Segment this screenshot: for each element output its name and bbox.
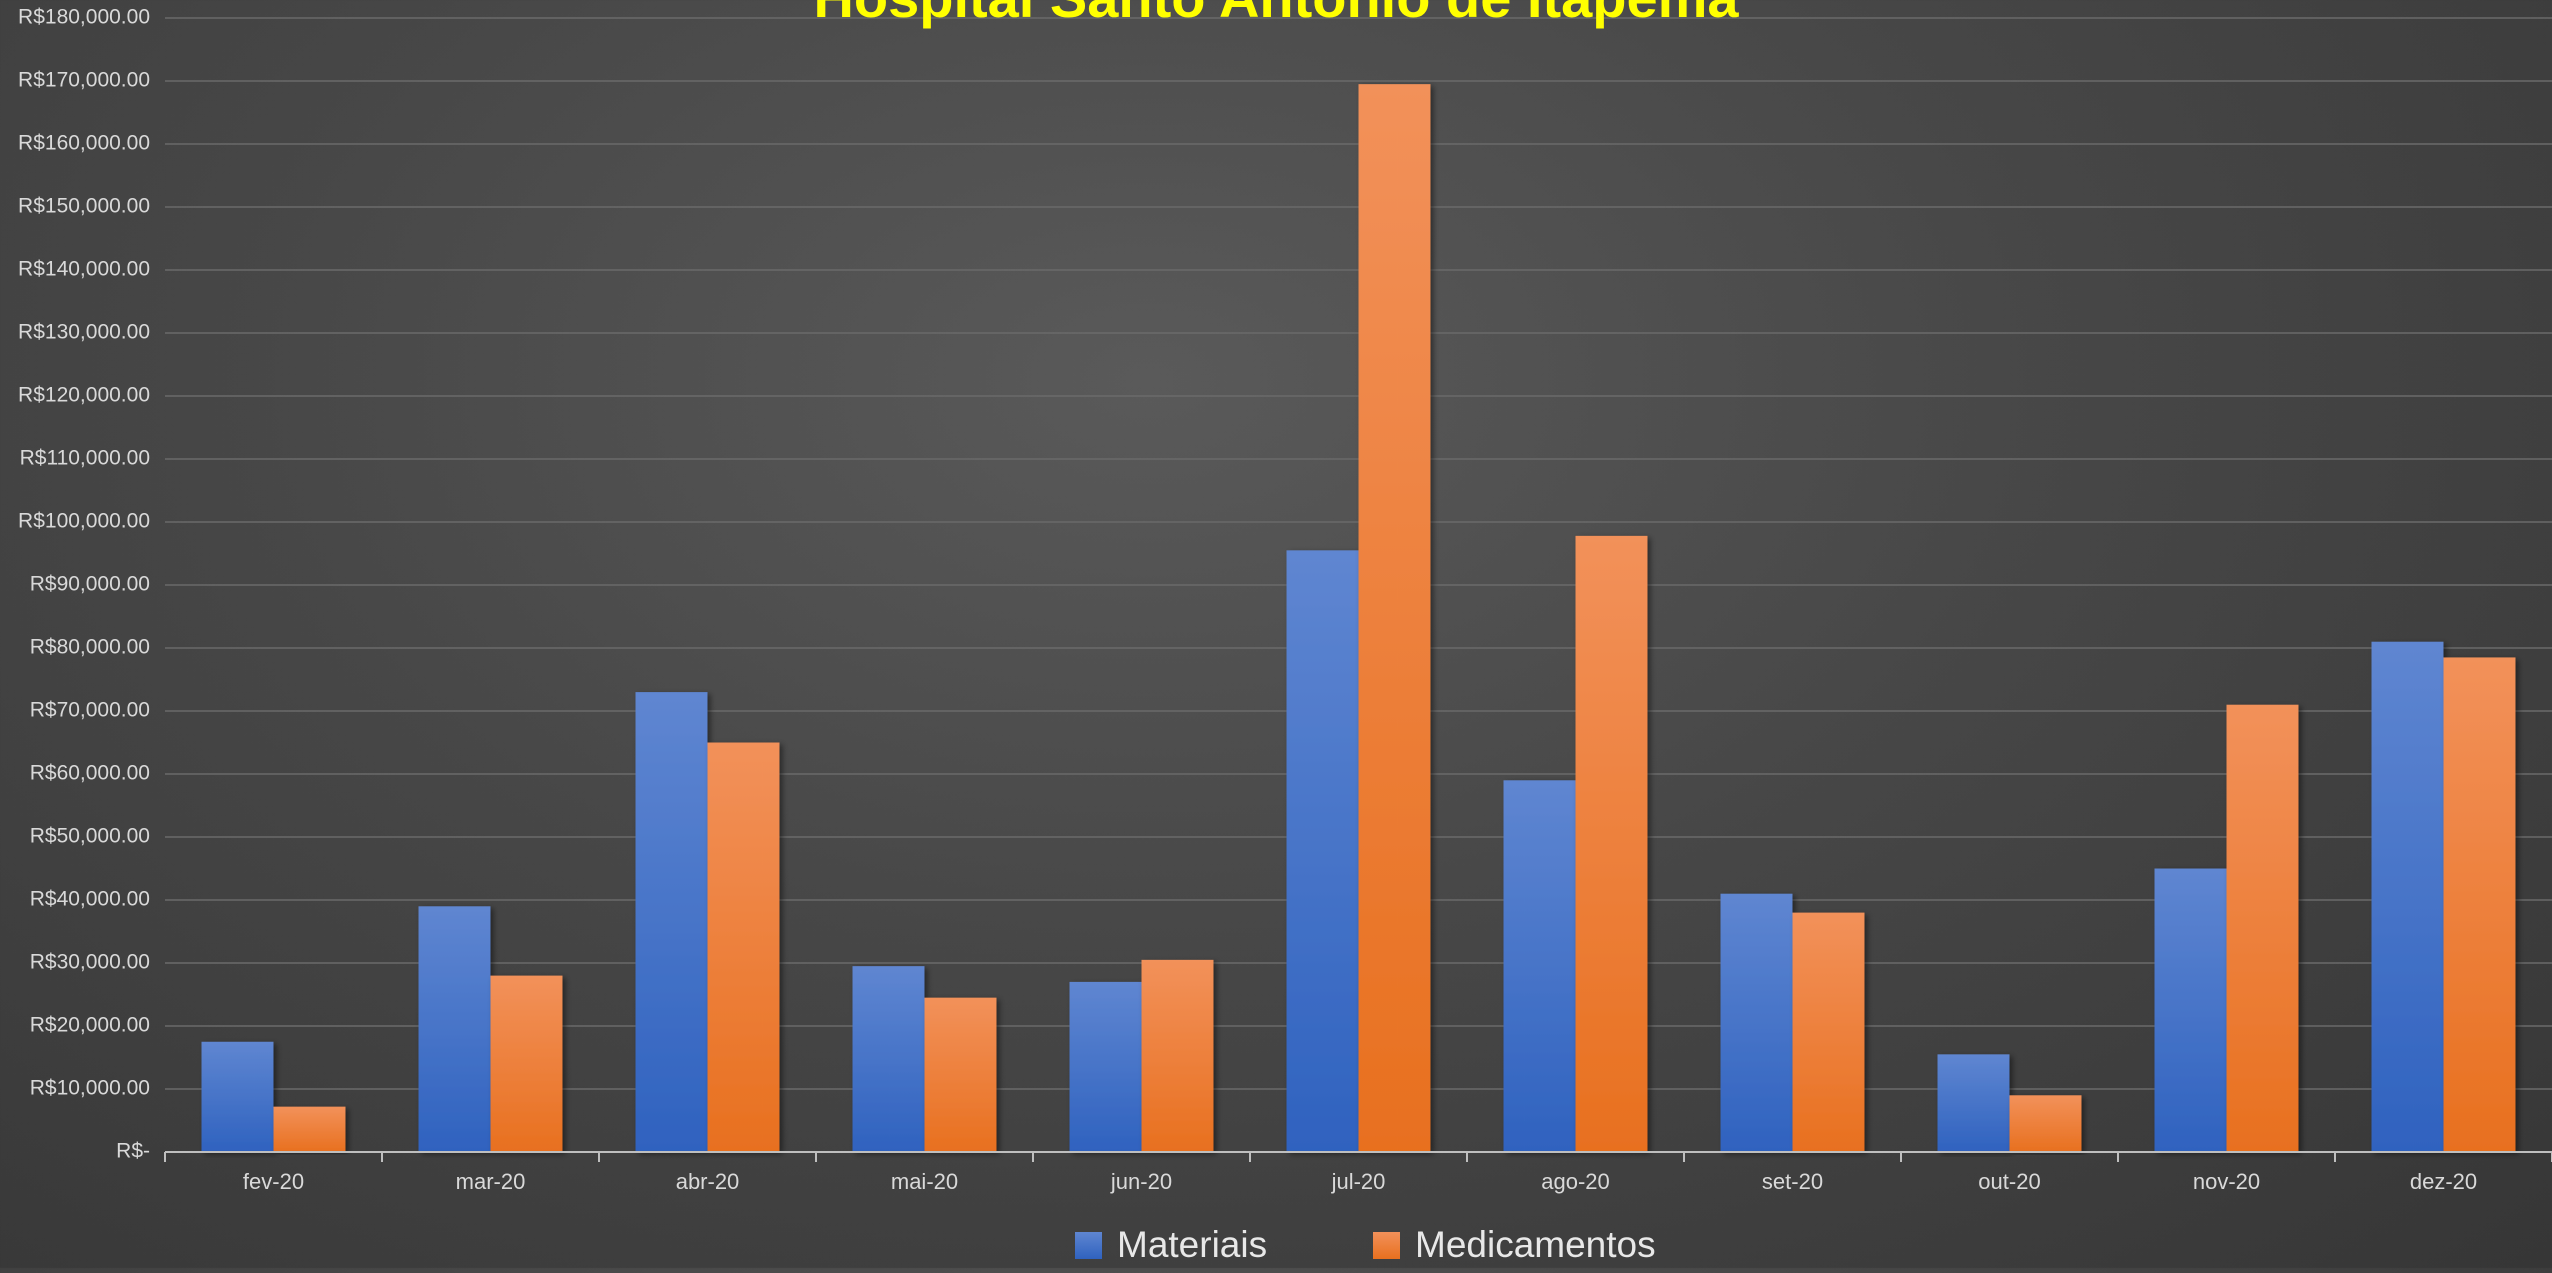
- bar-materiais-abr-20: [635, 692, 708, 1152]
- bar-medicamentos-nov-20: [2226, 704, 2299, 1152]
- bars: [201, 84, 2516, 1152]
- y-tick-label: R$80,000.00: [30, 636, 150, 659]
- x-tick-label: dez-20: [2410, 1169, 2477, 1194]
- x-tick-label: out-20: [1978, 1169, 2040, 1194]
- bar-materiais-set-20: [1720, 893, 1793, 1152]
- y-tick-label: R$130,000.00: [18, 321, 150, 344]
- bar-materiais-out-20: [1937, 1054, 2010, 1152]
- chart-title: Hospital Santo Antônio de Itapema: [813, 0, 1739, 29]
- y-tick-label: R$30,000.00: [30, 951, 150, 974]
- bar-materiais-mar-20: [418, 906, 491, 1152]
- legend: Materiais Medicamentos: [1075, 1224, 1656, 1265]
- bar-medicamentos-ago-20: [1575, 535, 1648, 1152]
- bar-medicamentos-dez-20: [2443, 657, 2516, 1152]
- bar-materiais-jun-20: [1069, 981, 1142, 1152]
- x-axis: fev-20 mar-20 abr-20 mai-20 jun-20 jul-20 ago-…: [164, 1151, 2552, 1194]
- bar-materiais-jul-20: [1286, 550, 1359, 1152]
- y-tick-label: R$-: [116, 1140, 150, 1163]
- y-tick-label: R$40,000.00: [30, 888, 150, 911]
- bar-materiais-dez-20: [2371, 641, 2444, 1152]
- y-tick-label: R$10,000.00: [30, 1077, 150, 1100]
- x-tick-label: jun-20: [1110, 1169, 1172, 1194]
- legend-swatch-materiais: [1075, 1232, 1102, 1259]
- x-tick-label: ago-20: [1541, 1169, 1610, 1194]
- y-tick-label: R$120,000.00: [18, 384, 150, 407]
- bar-materiais-fev-20: [201, 1041, 274, 1152]
- bar-materiais-mai-20: [852, 966, 925, 1152]
- x-tick-label: set-20: [1762, 1169, 1823, 1194]
- bar-materiais-nov-20: [2154, 868, 2227, 1152]
- y-tick-label: R$150,000.00: [18, 195, 150, 218]
- bar-medicamentos-abr-20: [707, 742, 780, 1152]
- y-tick-label: R$100,000.00: [18, 510, 150, 533]
- x-tick-label: abr-20: [676, 1169, 740, 1194]
- y-tick-label: R$110,000.00: [20, 447, 150, 470]
- y-tick-label: R$60,000.00: [30, 762, 150, 785]
- y-tick-label: R$140,000.00: [18, 258, 150, 281]
- y-tick-label: R$90,000.00: [30, 573, 150, 596]
- legend-swatch-medicamentos: [1373, 1232, 1400, 1259]
- y-tick-label: R$50,000.00: [30, 825, 150, 848]
- bar-medicamentos-fev-20: [273, 1106, 346, 1152]
- y-tick-label: R$170,000.00: [18, 69, 150, 92]
- y-tick-label: R$180,000.00: [18, 6, 150, 29]
- bar-materiais-ago-20: [1503, 780, 1576, 1152]
- bar-medicamentos-mar-20: [490, 975, 563, 1152]
- bar-medicamentos-jul-20: [1358, 84, 1431, 1152]
- x-tick-label: nov-20: [2193, 1169, 2260, 1194]
- y-tick-label: R$70,000.00: [30, 699, 150, 722]
- y-tick-label: R$160,000.00: [18, 132, 150, 155]
- x-tick-label: mai-20: [891, 1169, 958, 1194]
- y-tick-label: R$20,000.00: [30, 1014, 150, 1037]
- bar-medicamentos-jun-20: [1141, 959, 1214, 1152]
- legend-label-medicamentos: Medicamentos: [1415, 1224, 1656, 1265]
- legend-label-materiais: Materiais: [1117, 1224, 1267, 1265]
- y-axis: R$- R$10,000.00 R$20,000.00 R$30,000.00 R$40…: [18, 6, 150, 1163]
- bar-medicamentos-set-20: [1792, 912, 1865, 1152]
- bar-medicamentos-out-20: [2009, 1095, 2082, 1152]
- bar-medicamentos-mai-20: [924, 997, 997, 1152]
- x-tick-label: jul-20: [1331, 1169, 1386, 1194]
- x-tick-label: mar-20: [456, 1169, 526, 1194]
- x-tick-label: fev-20: [243, 1169, 304, 1194]
